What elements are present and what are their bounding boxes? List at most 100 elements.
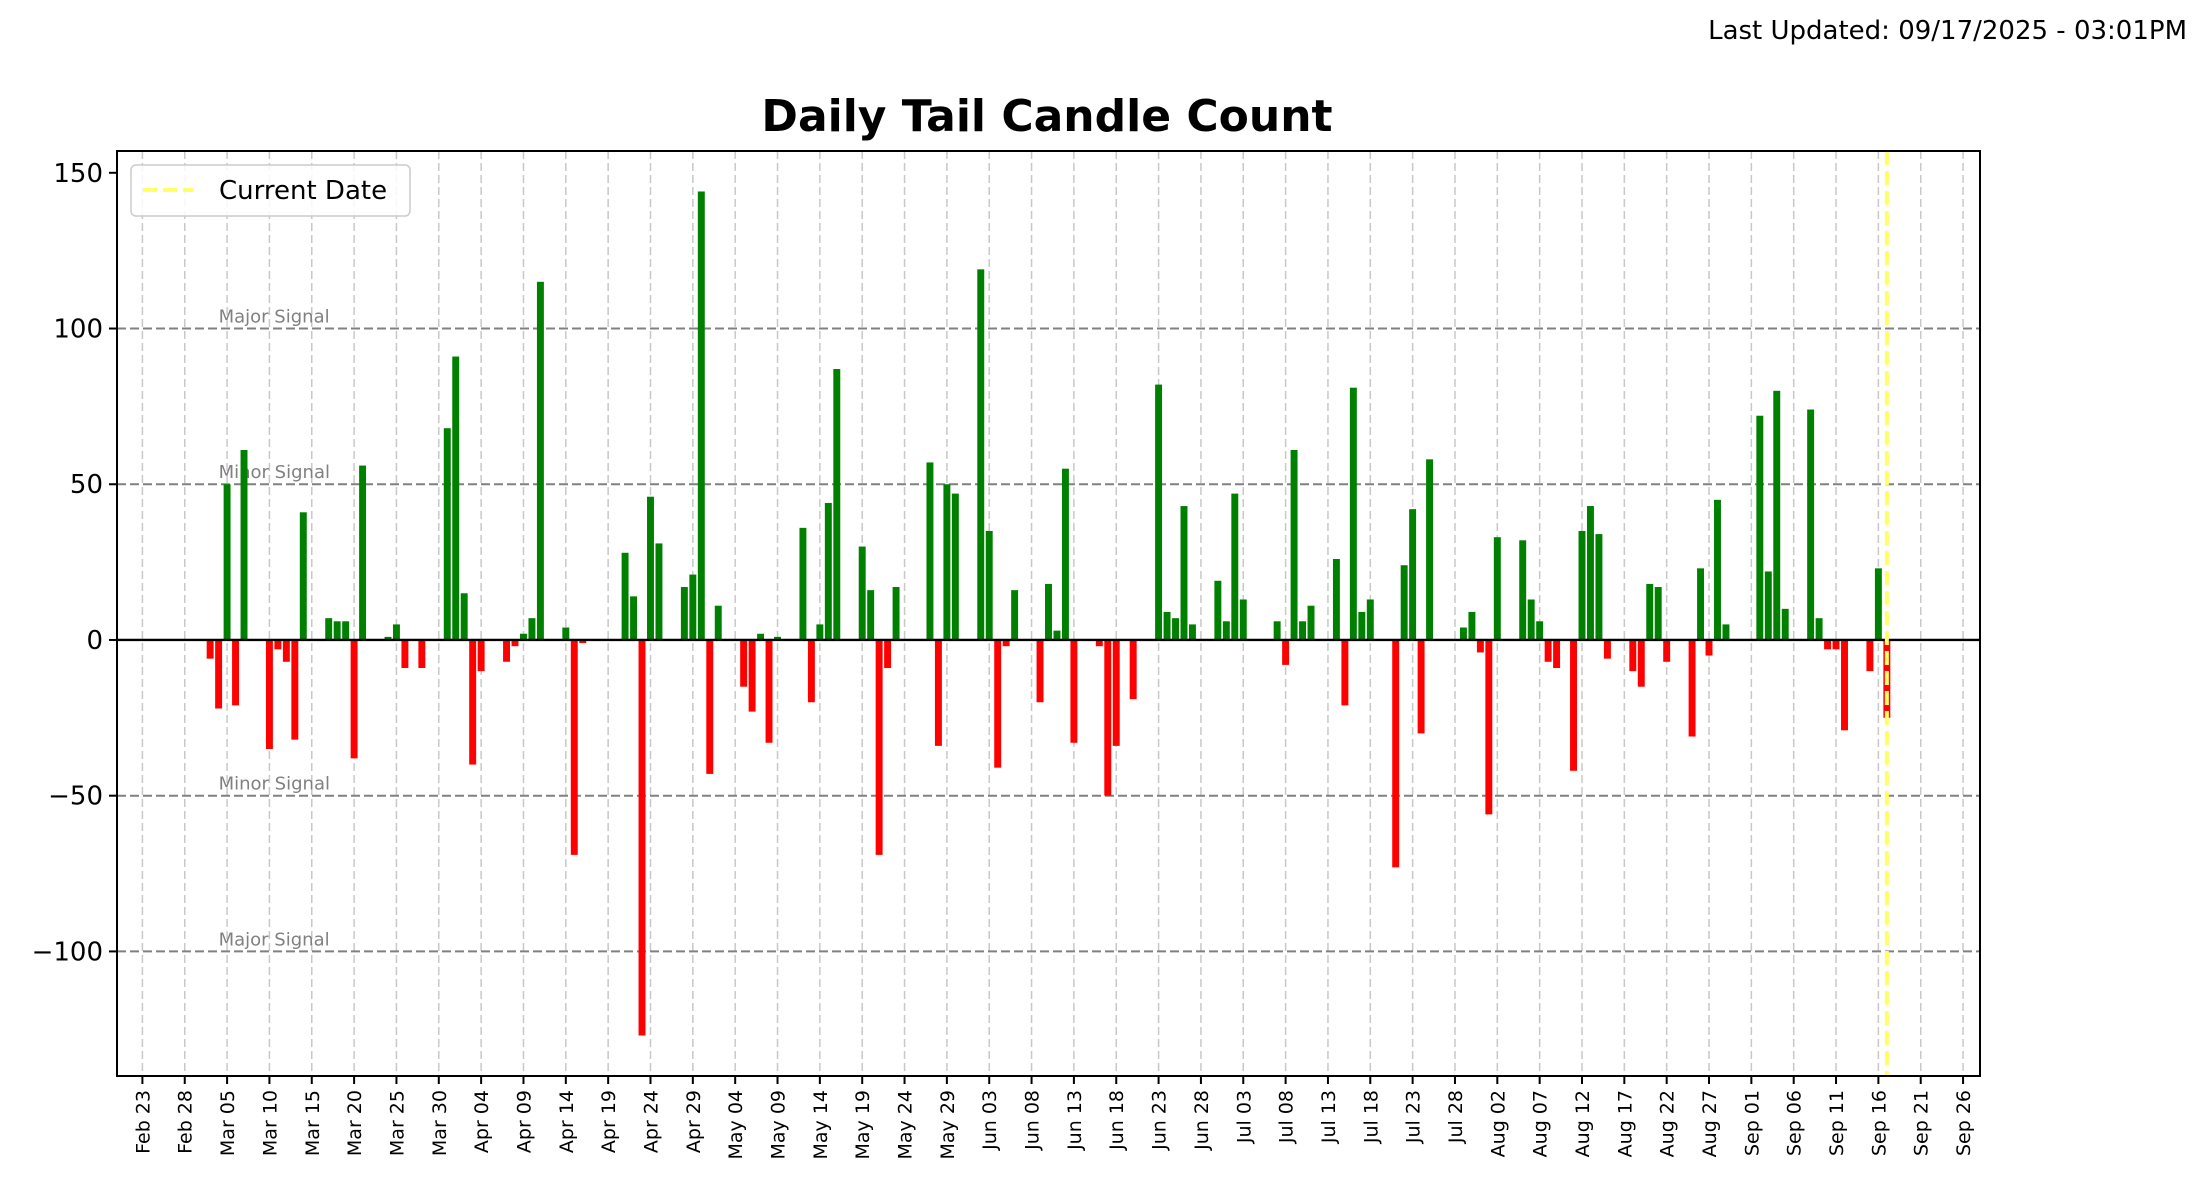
x-tick-label: Apr 04	[471, 1090, 493, 1153]
x-tick-label: Aug 02	[1487, 1090, 1509, 1157]
bar-negative	[740, 639, 748, 687]
bar-negative	[1129, 639, 1137, 700]
threshold-label: Major Signal	[219, 307, 330, 328]
bar-negative	[1688, 639, 1696, 737]
y-tick-label: 100	[53, 315, 103, 345]
x-tick-label: Jul 28	[1445, 1090, 1467, 1144]
bar-positive	[1756, 415, 1764, 640]
bar-positive	[985, 530, 993, 640]
bar-negative	[215, 639, 223, 709]
x-tick-label: Apr 09	[513, 1090, 535, 1153]
bar-positive	[325, 618, 333, 640]
bar-negative	[232, 639, 240, 706]
bar-positive	[1358, 611, 1366, 640]
bar-negative	[706, 639, 714, 774]
x-tick-label: Sep 16	[1868, 1090, 1890, 1156]
bar-positive	[1773, 390, 1781, 640]
bar-negative	[477, 639, 485, 672]
y-tick-label: −100	[32, 937, 103, 967]
bar-negative	[1112, 639, 1120, 746]
bar-positive	[1722, 624, 1730, 640]
bar-positive	[1299, 621, 1307, 640]
bar-positive	[689, 574, 697, 640]
bar-negative	[1824, 639, 1832, 650]
bar-negative	[884, 639, 892, 669]
bar-negative	[503, 639, 511, 662]
x-tick-label: Aug 27	[1699, 1090, 1721, 1157]
x-tick-label: Feb 23	[132, 1090, 154, 1154]
bar-negative	[934, 639, 942, 746]
bar-positive	[1874, 568, 1882, 640]
x-tick-label: Sep 06	[1784, 1090, 1806, 1156]
bar-positive	[1214, 580, 1222, 640]
bar-negative	[350, 639, 358, 759]
bar-positive	[1697, 568, 1705, 640]
bar-negative	[765, 639, 773, 743]
bar-positive	[757, 633, 765, 640]
bar-positive	[528, 618, 536, 640]
x-tick-label: Apr 29	[683, 1090, 705, 1153]
bar-positive	[1332, 558, 1340, 640]
bar-negative	[282, 639, 290, 662]
bar-negative	[1663, 639, 1671, 662]
x-tick-label: Jun 13	[1064, 1090, 1086, 1151]
y-tick-label: 50	[70, 470, 103, 500]
x-tick-label: Jul 03	[1233, 1090, 1255, 1144]
x-tick-label: Aug 12	[1572, 1090, 1594, 1157]
bar-negative	[748, 639, 756, 712]
bar-positive	[1053, 630, 1061, 640]
x-tick-label: Jul 18	[1360, 1090, 1382, 1144]
bar-negative	[1036, 639, 1044, 703]
bar-positive	[1172, 618, 1179, 640]
bar-positive	[1646, 583, 1654, 640]
bar-negative	[1544, 639, 1552, 662]
bar-negative	[1637, 639, 1645, 687]
bar-negative	[206, 639, 214, 659]
axes: −100 −50 0 50 100 150 Feb 23 Feb 28 Mar 05 Mar 10…	[32, 150, 1981, 1160]
bar-positive	[1273, 621, 1281, 640]
bar-positive	[240, 449, 248, 640]
bar-positive	[1578, 530, 1586, 640]
bar-positive	[1409, 509, 1417, 640]
x-tick-label: Jun 28	[1191, 1090, 1213, 1151]
bar-positive	[1781, 608, 1789, 640]
x-tick-label: Jul 08	[1276, 1090, 1298, 1144]
bar-positive	[714, 605, 722, 640]
bar-positive	[1307, 605, 1315, 640]
x-tick-label: Jun 18	[1106, 1090, 1128, 1151]
x-tick-label: Aug 22	[1657, 1090, 1679, 1157]
bar-positive	[1222, 621, 1230, 640]
bar-positive	[1654, 587, 1662, 640]
bar-negative	[579, 639, 587, 644]
bar-negative	[1832, 639, 1840, 650]
bar-negative	[1282, 639, 1290, 665]
bar-negative	[1485, 639, 1493, 815]
bar-positive	[223, 484, 231, 640]
bar-positive	[1714, 499, 1721, 640]
bar-positive	[1163, 611, 1171, 640]
bar-positive	[384, 636, 392, 640]
y-tick-label: 0	[86, 626, 103, 656]
x-tick-label: Sep 01	[1741, 1090, 1763, 1156]
bar-positive	[1349, 387, 1357, 640]
x-tick-label: Aug 17	[1614, 1090, 1636, 1157]
x-tick-label: May 09	[768, 1090, 790, 1160]
bar-positive	[1764, 571, 1772, 640]
bar-positive	[1188, 624, 1196, 640]
x-tick-label: Jul 23	[1403, 1090, 1425, 1144]
bar-positive	[392, 624, 400, 640]
plot-frame	[116, 150, 1981, 1077]
threshold-label: Minor Signal	[219, 462, 330, 483]
bar-negative	[1841, 639, 1848, 731]
bar-positive	[342, 621, 350, 640]
bar-positive	[977, 269, 985, 640]
bar-negative	[1095, 639, 1103, 647]
bar-negative	[1629, 639, 1637, 672]
threshold-label: Minor Signal	[219, 774, 330, 795]
bar-positive	[816, 624, 824, 640]
bar-negative	[1417, 639, 1425, 734]
bar-negative	[1866, 639, 1874, 672]
bar-positive	[680, 587, 688, 640]
bar-positive	[1045, 583, 1052, 640]
bar-negative	[1553, 639, 1561, 669]
